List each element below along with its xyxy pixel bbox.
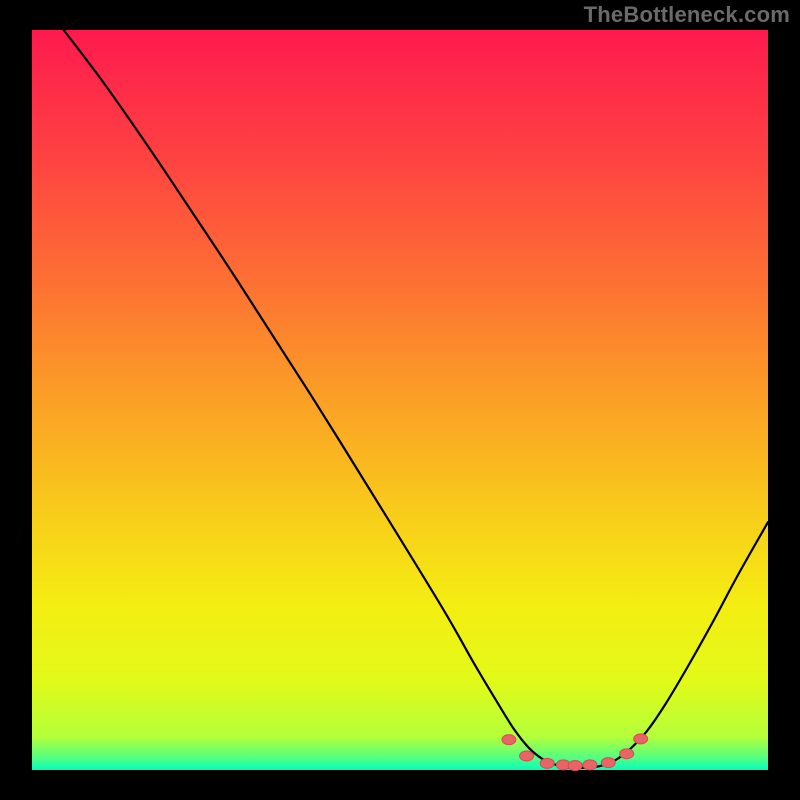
watermark-text: TheBottleneck.com <box>584 2 790 28</box>
bottom-bead <box>601 758 615 768</box>
bottom-bead <box>540 758 554 768</box>
bottom-bead <box>620 749 634 759</box>
bottom-bead <box>568 761 582 771</box>
bottom-bead <box>634 734 648 744</box>
bottom-bead <box>502 735 516 745</box>
chart-root: { "watermark": { "text": "TheBottleneck.… <box>0 0 800 800</box>
chart-svg <box>0 0 800 800</box>
bottom-bead <box>520 751 534 761</box>
bottom-bead <box>583 760 597 770</box>
plot-background <box>32 30 768 770</box>
